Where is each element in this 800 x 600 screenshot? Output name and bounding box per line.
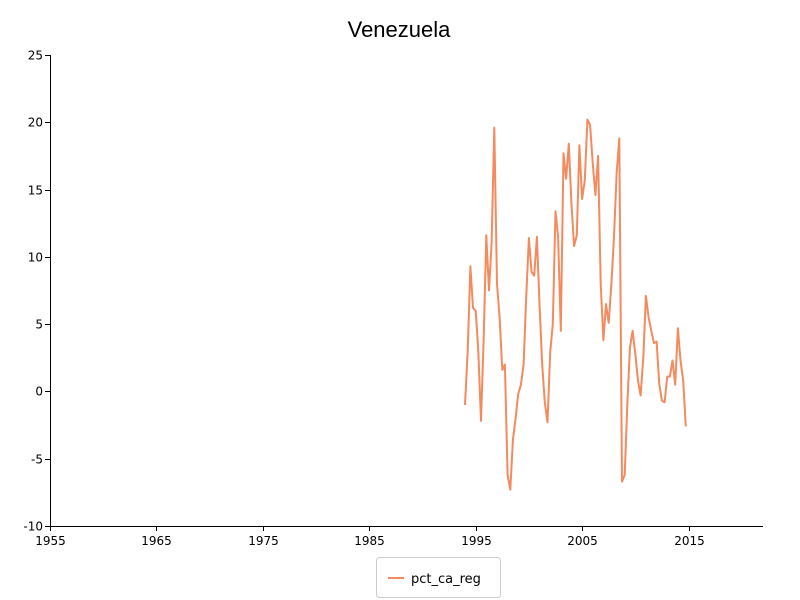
x-tick-label: 2015 (674, 534, 705, 548)
y-ticks: -10 -5 0 5 10 15 20 25 (23, 49, 50, 534)
x-tick-label: 1955 (35, 534, 66, 548)
x-tick-label: 1995 (461, 534, 492, 548)
y-tick-label: 25 (28, 49, 43, 63)
y-tick-label: 15 (28, 184, 43, 198)
chart-title: Venezuela (348, 17, 452, 42)
y-tick-label: 20 (28, 116, 43, 130)
legend-box (376, 557, 501, 598)
y-tick-label: -10 (23, 520, 43, 534)
series-layer (464, 118, 687, 491)
x-ticks: 1955 1965 1975 1985 1995 2005 2015 (35, 526, 705, 548)
axes: -10 -5 0 5 10 15 20 25 1955 1965 1975 1985 1995 2005… (23, 49, 763, 548)
y-tick-label: 0 (35, 385, 43, 399)
y-tick-label: -5 (31, 453, 43, 467)
x-tick-label: 1975 (248, 534, 279, 548)
series-line-pct_ca_reg (464, 118, 687, 491)
y-tick-label: 5 (35, 318, 43, 332)
x-tick-label: 1965 (141, 534, 172, 548)
x-tick-label: 1985 (354, 534, 385, 548)
legend-label: pct_ca_reg (411, 572, 481, 587)
y-tick-label: 10 (28, 251, 43, 265)
legend[interactable]: pct_ca_reg (376, 557, 501, 598)
x-tick-label: 2005 (567, 534, 598, 548)
